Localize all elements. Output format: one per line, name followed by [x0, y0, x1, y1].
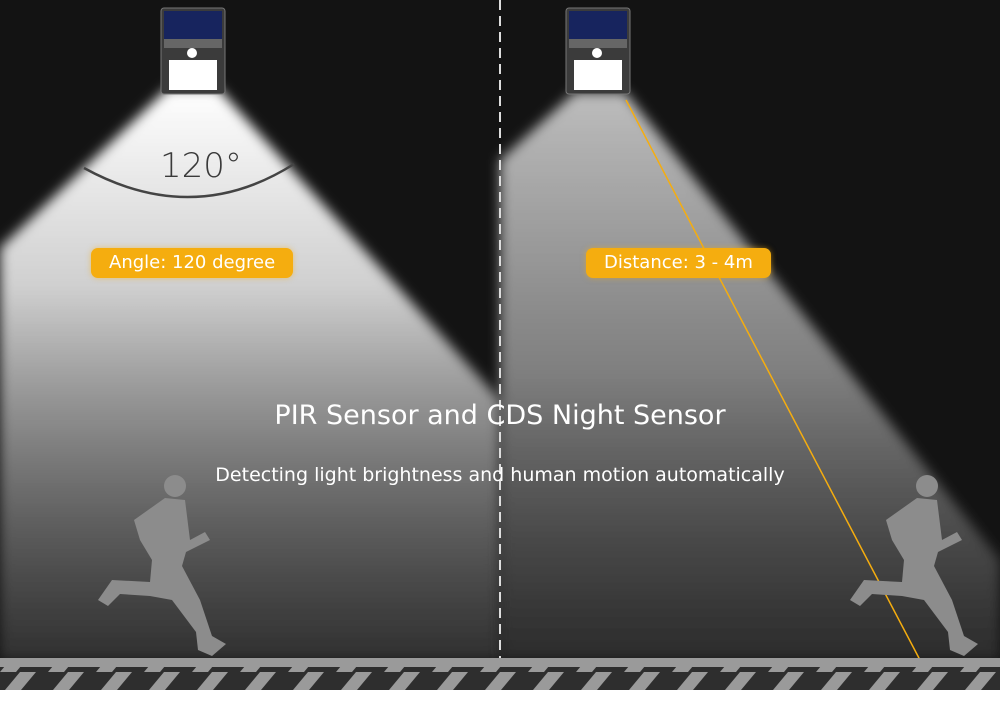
ground	[0, 658, 1000, 667]
right-light-beam	[500, 92, 1000, 660]
distance-line	[625, 99, 921, 661]
angle-readout: 120°	[160, 146, 242, 186]
solar-wall-lamp-icon	[160, 7, 226, 95]
angle-arc	[83, 162, 295, 199]
distance-badge: Distance: 3 - 4m	[586, 248, 771, 278]
ground-hatch	[0, 667, 1000, 690]
left-light-beam	[0, 88, 500, 660]
headline: PIR Sensor and CDS Night Sensor	[274, 400, 726, 431]
angle-badge: Angle: 120 degree	[91, 248, 294, 278]
solar-wall-lamp-icon	[565, 7, 631, 95]
running-person-icon	[98, 475, 226, 656]
subheadline: Detecting light brightness and human mot…	[215, 464, 785, 486]
